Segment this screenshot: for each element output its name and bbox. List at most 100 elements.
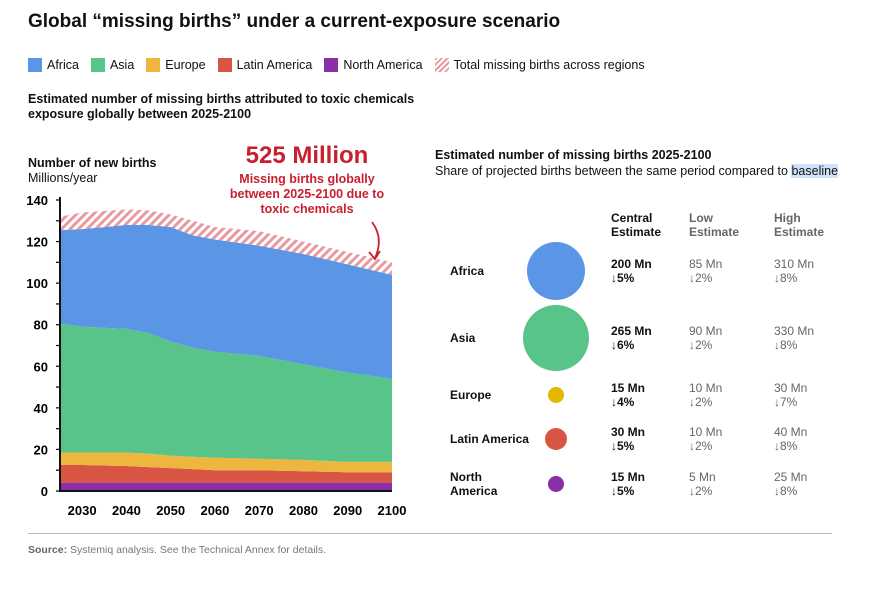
legend-label: Latin America [236,58,313,72]
central-estimate: 15 Mn ↓5% [611,470,645,498]
table-subtitle: Share of projected births between the sa… [435,164,839,178]
low-pct: ↓2% [689,395,713,409]
central-estimate: 265 Mn ↓6% [611,324,652,352]
source-note: Source: Systemiq analysis. See the Techn… [28,544,326,556]
central-value: 265 Mn [611,324,652,338]
source-text: Systemiq analysis. See the Technical Ann… [67,544,327,556]
area-north-america [60,482,392,491]
legend-item: Africa [28,58,79,72]
header-low: Low Estimate [689,211,739,239]
low-pct: ↓2% [689,271,713,285]
central-value: 30 Mn [611,425,646,439]
region-bubble [527,242,585,300]
region-bubble [522,304,590,372]
y-tick-label: 120 [26,235,48,250]
low-estimate: 5 Mn ↓2% [689,470,716,498]
area-latin-america [60,465,392,483]
header-line: Estimate [689,225,740,239]
legend-label: Total missing births across regions [453,58,645,72]
region-name: Africa [450,264,484,278]
low-estimate: 10 Mn ↓2% [689,381,722,409]
y-tick-label: 140 [26,193,48,208]
x-tick-label: 2040 [112,503,141,518]
area-total-missing-births-across-regions [60,209,392,275]
central-estimate: 15 Mn ↓4% [611,381,645,409]
y-tick-label: 40 [34,401,48,416]
high-estimate: 25 Mn ↓8% [774,470,807,498]
highlighted-word: baseline [791,164,839,178]
callout-arrow [371,221,380,259]
header-line: Estimate [774,225,825,239]
y-axis-unit: Millions/year [28,171,98,185]
area-asia [60,323,392,462]
header-line: Low [689,211,713,225]
high-pct: ↓7% [774,395,798,409]
legend-item: Asia [90,58,134,72]
callout-headline: 525 Million [245,142,369,169]
high-value: 40 Mn [774,425,808,439]
region-label: Africa [450,264,485,278]
low-estimate: 85 Mn ↓2% [689,257,722,285]
divider [28,533,832,534]
legend-item: Europe [146,58,206,72]
high-estimate: 30 Mn ↓7% [774,381,807,409]
header-central: Central Estimate [611,211,661,239]
low-estimate: 90 Mn ↓2% [689,324,722,352]
table-title: Estimated number of missing births 2025-… [435,148,712,162]
legend: Africa Asia Europe Latin America North Ameri… [28,58,645,72]
legend-swatch [324,58,339,72]
legend-item: Latin America [217,58,313,72]
central-value: 15 Mn [611,470,646,484]
region-name: Latin America [450,432,529,446]
low-pct: ↓2% [689,338,713,352]
legend-label: Africa [47,58,79,72]
x-tick-label: 2050 [156,503,185,518]
y-tick-label: 100 [26,276,48,291]
high-pct: ↓8% [774,484,798,498]
central-pct: ↓5% [611,271,635,285]
high-pct: ↓8% [774,439,798,453]
region-label: Asia [450,331,476,345]
y-tick-label: 20 [34,442,48,457]
low-value: 10 Mn [689,425,723,439]
legend-swatch [434,58,449,72]
central-pct: ↓6% [611,338,635,352]
area-europe [60,452,392,473]
central-pct: ↓5% [611,484,635,498]
y-axis-title: Number of new births [28,156,157,170]
legend-swatch [28,58,42,72]
region-label: Latin America [450,432,529,446]
region-name: Asia [450,331,475,345]
table-subtitle-text: Share of projected births between the sa… [435,164,792,178]
legend-item: Total missing births across regions [434,58,645,72]
source-label: Source: [28,544,68,556]
low-estimate: 10 Mn ↓2% [689,425,722,453]
area-africa [60,224,392,379]
central-pct: ↓4% [611,395,635,409]
central-estimate: 200 Mn ↓5% [611,257,652,285]
region-label: North [450,470,482,484]
high-value: 30 Mn [774,381,808,395]
high-pct: ↓8% [774,338,798,352]
header-high: High Estimate [774,211,824,239]
central-value: 15 Mn [611,381,646,395]
legend-label: Europe [165,58,206,72]
low-value: 85 Mn [689,257,723,271]
x-tick-label: 2030 [68,503,97,518]
region-bubble [548,387,564,403]
x-tick-label: 2090 [333,503,362,518]
y-tick-label: 80 [34,318,48,333]
region-bubble [544,427,568,451]
callout-arrowhead [368,250,381,261]
header-line: High [774,211,801,225]
y-tick-label: 60 [34,359,48,374]
legend-swatch [217,58,232,72]
region-label: Europe [450,388,492,402]
chart-subtitle: Estimated number of missing births attri… [28,92,415,121]
high-estimate: 40 Mn ↓8% [774,425,807,453]
legend-item: North America [324,58,423,72]
region-label: America [450,484,498,498]
high-estimate: 330 Mn ↓8% [774,324,814,352]
low-value: 90 Mn [689,324,723,338]
